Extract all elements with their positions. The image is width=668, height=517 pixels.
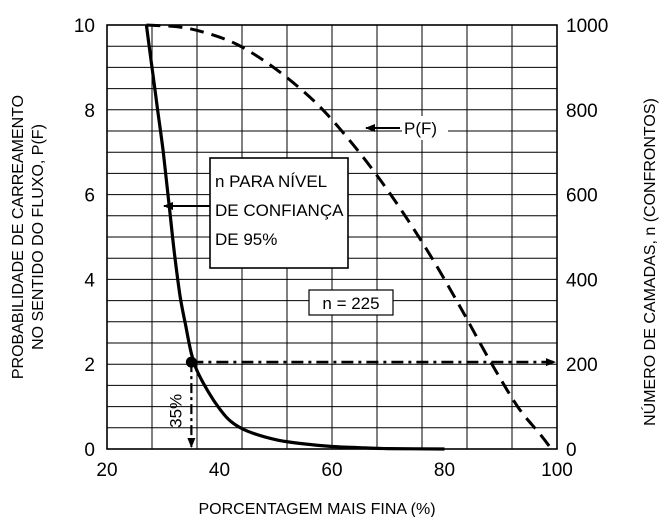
y-left-tick-label: 4 (84, 270, 95, 291)
intersection-marker (185, 356, 197, 368)
percent-label: 35% (166, 394, 185, 428)
y-left-tick-label: 0 (84, 440, 95, 461)
x-tick-label: 80 (434, 460, 455, 481)
confidence-box-line: n PARA NÍVEL (215, 172, 327, 191)
series-lines (144, 23, 553, 451)
pf-curve (146, 23, 553, 450)
x-tick-label: 40 (209, 460, 230, 481)
y-right-tick-label: 400 (566, 270, 598, 291)
y-right-tick-label: 200 (566, 355, 598, 376)
pf-label-bg (402, 116, 448, 140)
y-left-axis-title: PROBABILIDADE DE CARREAMENTO (10, 95, 27, 379)
annotations: 35% n = 225 n PARA NÍVEL DE CONFIANÇA DE 95%… (163, 116, 556, 448)
y-right-tick-label: 800 (566, 101, 598, 122)
y-left-tick-label: 2 (84, 355, 95, 376)
y-right-tick-label: 600 (566, 186, 598, 207)
n-label: n = 225 (322, 294, 379, 313)
y-left-tick-label: 10 (74, 16, 95, 37)
y-left-tick-label: 6 (84, 186, 95, 207)
y-right-tick-label: 0 (566, 440, 577, 461)
x-axis-title: PORCENTAGEM MAIS FINA (%) (198, 501, 435, 517)
y-right-axis-title: NÚMERO DE CAMADAS, n (CONFRONTOS) (640, 98, 659, 426)
confidence-box (209, 157, 349, 269)
n-curve (144, 24, 445, 451)
x-tick-label: 60 (321, 460, 342, 481)
x-tick-label: 100 (541, 460, 573, 481)
pf-label: P(F) (404, 119, 437, 138)
y-right-tick-label: 1000 (566, 16, 608, 37)
x-tick-label: 20 (96, 460, 117, 481)
confidence-box-line: DE 95% (215, 230, 277, 249)
y-left-axis-title: NO SENTIDO DO FLUXO, P(F) (30, 124, 47, 350)
axis-titles: PORCENTAGEM MAIS FINA (%) PROBABILIDADE D… (10, 95, 659, 517)
plot-frame (106, 24, 558, 450)
n-label-box (308, 289, 394, 316)
confidence-box-line: DE CONFIANÇA (215, 201, 344, 220)
y-left-tick-label: 8 (84, 101, 95, 122)
